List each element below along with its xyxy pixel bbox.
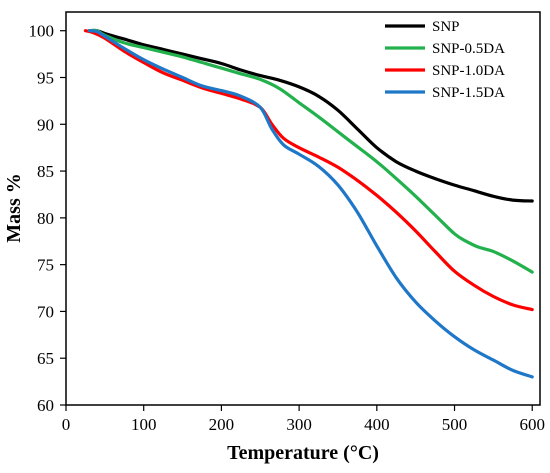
series-layer <box>83 28 534 379</box>
y-tick-label: 80 <box>37 209 54 228</box>
y-tick-label: 75 <box>37 256 54 275</box>
y-axis-ticks: 60 65 70 75 80 85 90 95 100 <box>29 22 66 415</box>
y-tick-label: 60 <box>37 396 54 415</box>
y-tick-label: 85 <box>37 162 54 181</box>
y-tick-label: 100 <box>29 22 55 41</box>
x-tick-label: 200 <box>209 415 235 434</box>
x-axis-ticks: 0 100 200 300 400 500 600 <box>62 405 545 434</box>
y-tick-label: 90 <box>37 115 54 134</box>
y-axis-title: Mass % <box>3 173 25 242</box>
series-line-3 <box>87 29 534 379</box>
x-tick-label: 600 <box>519 415 545 434</box>
x-tick-label: 400 <box>364 415 390 434</box>
y-tick-label: 95 <box>37 69 54 88</box>
x-tick-label: 0 <box>62 415 71 434</box>
x-tick-label: 100 <box>131 415 157 434</box>
y-tick-label: 65 <box>37 349 54 368</box>
x-axis-title: Temperature (°C) <box>227 442 379 464</box>
legend-label: SNP-1.0DA <box>432 63 505 79</box>
y-tick-label: 70 <box>37 302 54 321</box>
x-tick-label: 300 <box>286 415 312 434</box>
legend: SNP SNP-0.5DA SNP-1.0DA SNP-1.5DA <box>385 19 505 101</box>
x-tick-label: 500 <box>442 415 468 434</box>
legend-label: SNP-1.5DA <box>432 85 505 101</box>
legend-label: SNP-0.5DA <box>432 41 505 57</box>
series-line-2 <box>83 29 534 312</box>
series-line-0 <box>87 28 534 203</box>
legend-label: SNP <box>432 19 460 35</box>
series-line-1 <box>87 28 534 274</box>
